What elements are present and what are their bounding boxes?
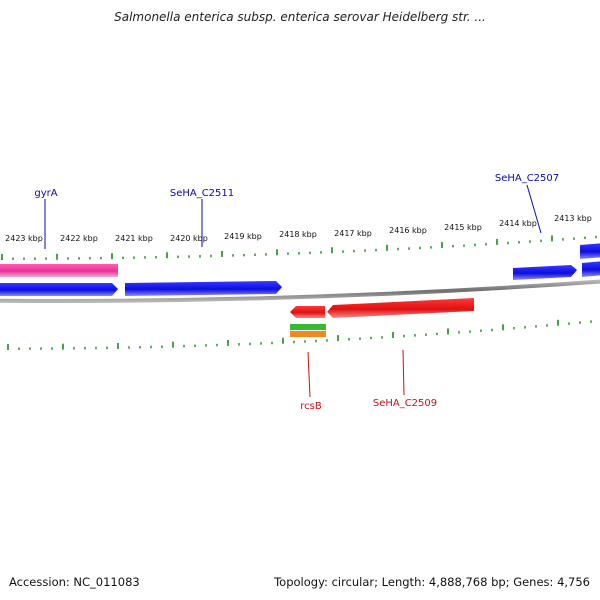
outer-tick-ring <box>1 235 597 260</box>
tick-label: 2421 kbp <box>115 234 153 243</box>
orange-feature[interactable] <box>290 331 326 337</box>
inner-tick-ring <box>7 319 592 350</box>
SeHA_C2509-feature[interactable] <box>327 298 474 318</box>
tick-label: 2419 kbp <box>224 232 262 241</box>
gene-label-rcsB[interactable]: rcsB <box>300 401 322 412</box>
tick-label: 2417 kbp <box>334 229 372 238</box>
rcsB-leader-line <box>307 351 311 398</box>
gene-label-SeHA_C2509[interactable]: SeHA_C2509 <box>373 398 437 409</box>
SeHA_C2507-feature[interactable] <box>513 265 577 280</box>
gene-label-SeHA_C2507[interactable]: SeHA_C2507 <box>495 173 559 184</box>
tick-label: 2422 kbp <box>60 234 98 243</box>
genome-summary-text: Topology: circular; Length: 4,888,768 bp… <box>274 575 590 589</box>
tick-label: 2418 kbp <box>279 230 317 239</box>
tick-label: 2413 kbp <box>554 214 592 223</box>
rcsB-feature[interactable] <box>290 306 325 318</box>
genome-title: Salmonella enterica subsp. enterica sero… <box>114 10 486 24</box>
accession-text: Accession: NC_011083 <box>9 575 140 589</box>
tick-label: 2414 kbp <box>499 219 537 228</box>
gene-label-gyrA[interactable]: gyrA <box>34 188 57 199</box>
green-feature[interactable] <box>290 324 326 330</box>
genome-backbone <box>0 279 600 303</box>
cds-forward-feature[interactable] <box>580 243 600 259</box>
tick-labels: 2423 kbp 2422 kbp 2421 kbp 2420 kbp 2419… <box>5 214 592 243</box>
tick-label: 2415 kbp <box>444 223 482 232</box>
tick-label: 2420 kbp <box>170 234 208 243</box>
cds-forward-feature[interactable] <box>582 261 600 277</box>
SeHA_C2507-leader-line <box>526 184 542 234</box>
cds-forward-feature[interactable] <box>0 283 118 296</box>
tick-label: 2416 kbp <box>389 226 427 235</box>
gene-label-SeHA_C2511[interactable]: SeHA_C2511 <box>170 188 234 199</box>
SeHA_C2509-leader-line <box>402 349 405 396</box>
gyrA-feature[interactable] <box>0 264 118 277</box>
SeHA_C2511-feature[interactable] <box>125 281 282 296</box>
tick-label: 2423 kbp <box>5 234 43 243</box>
